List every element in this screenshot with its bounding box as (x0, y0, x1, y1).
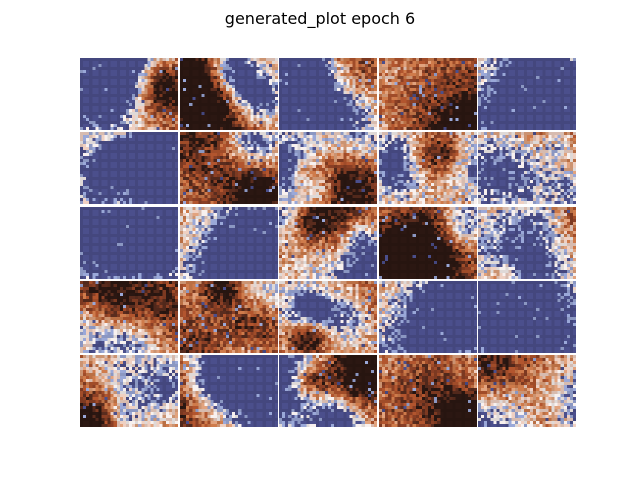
generated-sample-image (80, 355, 178, 427)
image-grid (80, 58, 576, 427)
generated-sample-tile (179, 58, 278, 130)
generated-sample-image (279, 58, 377, 130)
generated-sample-image (279, 355, 377, 427)
generated-sample-tile (179, 280, 278, 353)
generated-sample-image (478, 355, 576, 427)
generated-sample-tile (80, 355, 178, 427)
generated-sample-image (478, 206, 576, 279)
generated-sample-tile (179, 206, 278, 279)
generated-sample-tile (478, 280, 576, 353)
generated-sample-image (80, 280, 178, 353)
generated-sample-tile (80, 206, 178, 279)
generated-sample-tile (279, 206, 377, 279)
generated-sample-image (478, 58, 576, 130)
generated-sample-image (80, 132, 178, 205)
generated-sample-tile (478, 132, 576, 205)
generated-sample-tile (179, 355, 278, 427)
generated-sample-image (80, 58, 178, 130)
generated-sample-tile (378, 206, 477, 279)
generated-sample-tile (80, 58, 178, 130)
generated-sample-image (378, 355, 477, 427)
generated-sample-tile (378, 280, 477, 353)
generated-sample-tile (378, 355, 477, 427)
generated-sample-tile (478, 355, 576, 427)
generated-sample-image (179, 280, 278, 353)
generated-sample-image (478, 132, 576, 205)
generated-sample-image (378, 206, 477, 279)
generated-sample-image (279, 132, 377, 205)
generated-sample-tile (80, 132, 178, 205)
generated-sample-tile (279, 58, 377, 130)
generated-sample-image (378, 280, 477, 353)
generated-sample-tile (279, 280, 377, 353)
generated-sample-image (179, 58, 278, 130)
generated-sample-image (478, 280, 576, 353)
generated-sample-tile (179, 132, 278, 205)
generated-sample-image (378, 58, 477, 130)
figure-title: generated_plot epoch 6 (224, 9, 416, 28)
generated-sample-image (279, 280, 377, 353)
generated-sample-tile (378, 58, 477, 130)
generated-sample-image (80, 206, 178, 279)
generated-sample-image (179, 355, 278, 427)
generated-sample-tile (478, 58, 576, 130)
generated-sample-image (179, 132, 278, 205)
generated-sample-image (279, 206, 377, 279)
generated-sample-tile (478, 206, 576, 279)
generated-sample-tile (279, 355, 377, 427)
generated-sample-image (179, 206, 278, 279)
generated-sample-image (378, 132, 477, 205)
generated-sample-tile (279, 132, 377, 205)
generated-sample-tile (378, 132, 477, 205)
generated-sample-tile (80, 280, 178, 353)
